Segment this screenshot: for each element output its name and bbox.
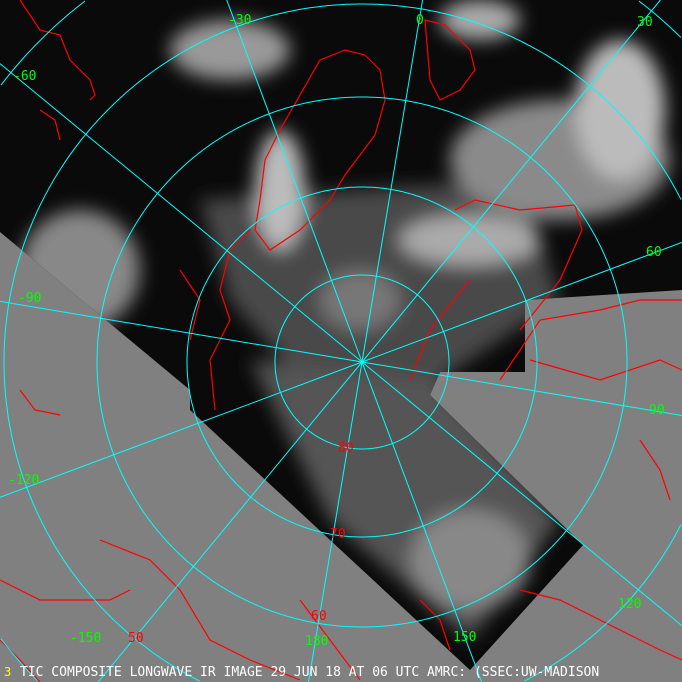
latitude-circle — [3, 3, 682, 682]
latitude-circle — [524, 524, 682, 682]
latitude-circle — [274, 274, 450, 450]
longitude-label: 180 — [305, 634, 328, 649]
meridian-line — [226, 0, 363, 363]
longitude-label: -60 — [13, 69, 36, 84]
longitude-label: -120 — [8, 473, 39, 488]
graticule-labels: 80 70 60 50 -30 0 30 -60 60 -90 90 -120 120 -150 150 18… — [8, 13, 665, 649]
meridian-line — [361, 361, 682, 627]
latitude-circle — [0, 0, 86, 86]
latitude-circle — [0, 638, 38, 682]
meridian-line — [361, 0, 661, 363]
image-caption: TIC COMPOSITE LONGWAVE IR IMAGE 29 JUN 1… — [20, 665, 600, 680]
latitude-circle — [96, 96, 628, 628]
meridian-line — [97, 361, 363, 682]
meridian-line — [361, 0, 424, 363]
meridian-line — [0, 300, 363, 363]
latitude-circle — [186, 186, 538, 538]
longitude-label: 30 — [637, 15, 653, 30]
caption-marker: 3 — [4, 665, 12, 679]
meridian-line — [0, 361, 363, 498]
meridian-line — [361, 361, 483, 682]
latitude-label: 70 — [330, 527, 346, 542]
longitude-label: -30 — [228, 13, 251, 28]
latitude-circle — [638, 0, 682, 38]
longitude-label: -150 — [70, 631, 101, 646]
meridian-line — [308, 361, 363, 682]
longitude-label: 150 — [453, 630, 476, 645]
longitude-label: 120 — [618, 597, 641, 612]
meridian-line — [361, 361, 682, 416]
longitude-label: 90 — [649, 403, 665, 418]
latitude-label: 80 — [338, 441, 354, 456]
latitude-label: 50 — [128, 631, 144, 646]
latitude-label: 60 — [311, 609, 327, 624]
meridian-line — [361, 241, 682, 363]
longitude-label: 0 — [416, 13, 424, 28]
meridian-line — [0, 63, 363, 363]
longitude-label: 60 — [646, 245, 662, 260]
longitude-label: -90 — [18, 291, 41, 306]
